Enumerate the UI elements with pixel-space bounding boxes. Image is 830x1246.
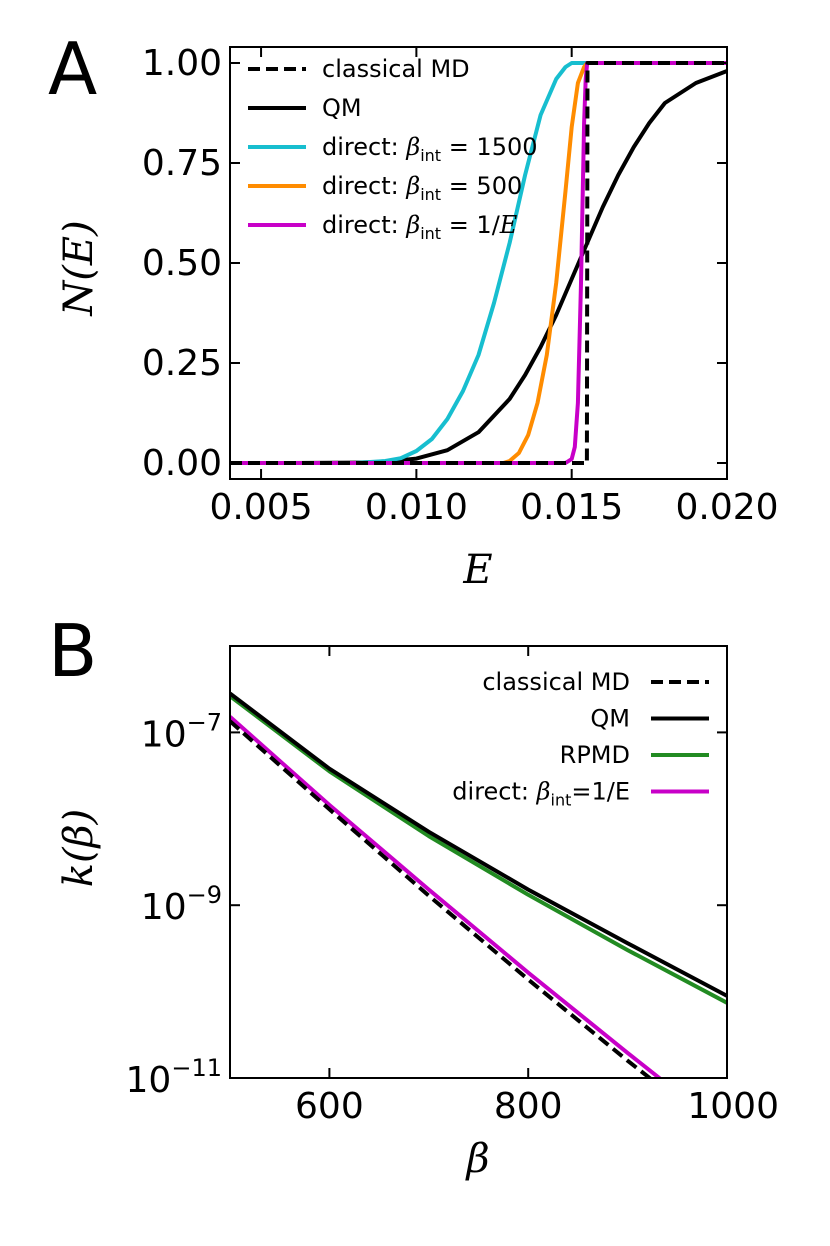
panel-b: B 600 800 1000 10−7 10−9 10−11 classical MD QM… [48,609,779,1182]
panel-b-x-axis-title: β [464,1136,489,1182]
panel-a-series-line-1 [230,69,728,465]
panel-a-y-tick-label: 1.00 [142,43,222,84]
panel-a-y-tick-label: 0.75 [142,143,222,184]
panel-b-series-line-3 [230,715,663,1078]
panel-a-letter: A [48,27,97,111]
panel-a-x-axis-title: E [462,547,492,593]
panel-b-axes-frame [229,645,728,1079]
panel-b-letter: B [48,609,97,693]
panel-a-x-tick-label: 0.010 [365,487,468,528]
panel-b-series-line-2 [230,694,727,1005]
panel-a-y-axis-title: N(E) [56,220,102,316]
panel-b-y-tick-label: 10−11 [126,1054,222,1101]
panel-b-series-line-0 [230,719,653,1078]
panel-b-y-tick-label: 10−9 [141,881,222,928]
panel-a-x-tick-label: 0.015 [520,487,623,528]
panel-a-series-line-0 [230,61,727,465]
panel-b-series-line-1 [230,691,727,998]
panel-a-x-tick-label: 0.005 [210,487,313,528]
panel-a-y-tick-label: 0.25 [142,343,222,384]
panel-a-y-tick-label: 0.00 [142,443,222,484]
panel-b-y-tick-label: 10−7 [141,708,222,755]
panel-a-y-tick-label: 0.50 [142,243,222,284]
panel-a-ticks: 0.005 0.010 0.015 0.020 0.00 0.25 0.50 0.75 1.00 [142,43,779,528]
panel-b-legend-label-3: direct: βint=1/E [452,778,630,810]
panel-a-legend-label-3: direct: βint = 500 [322,172,522,204]
panel-a-series-line-3 [230,61,727,465]
panel-b-x-tick-label: 600 [295,1086,364,1127]
panel-a-plot-lines [230,61,728,465]
panel-a-legend-label-1: QM [322,94,362,122]
panel-a-legend: classical MD QM direct: βint = 1500 direct:… [248,55,538,243]
panel-b-legend-label-1: QM [590,705,630,733]
panel-a-series-line-4 [230,61,727,465]
panel-b-legend-label-0: classical MD [482,668,630,696]
panel-b-legend: classical MD QM RPMD direct: βint=1/E [452,668,709,810]
panel-b-ticks: 600 800 1000 10−7 10−9 10−11 [126,646,779,1127]
panel-b-legend-label-2: RPMD [560,741,630,769]
panel-b-x-tick-label: 1000 [687,1086,779,1127]
panel-a-series-line-2 [230,61,727,465]
panel-b-x-tick-label: 800 [494,1086,563,1127]
panel-a-legend-label-2: direct: βint = 1500 [322,133,538,165]
panel-a-x-tick-label: 0.020 [675,487,778,528]
panel-a-legend-label-4: direct: βint = 1/E [322,211,518,243]
panel-a-axes-frame [229,46,728,480]
panel-a: A 0.005 0.010 0.015 0.020 0.00 0.25 0.50 0.75 1.… [48,27,779,593]
panel-b-plot-lines [230,691,727,1078]
panel-a-legend-label-0: classical MD [322,55,470,83]
panel-b-y-axis-title: k(β) [56,809,102,888]
